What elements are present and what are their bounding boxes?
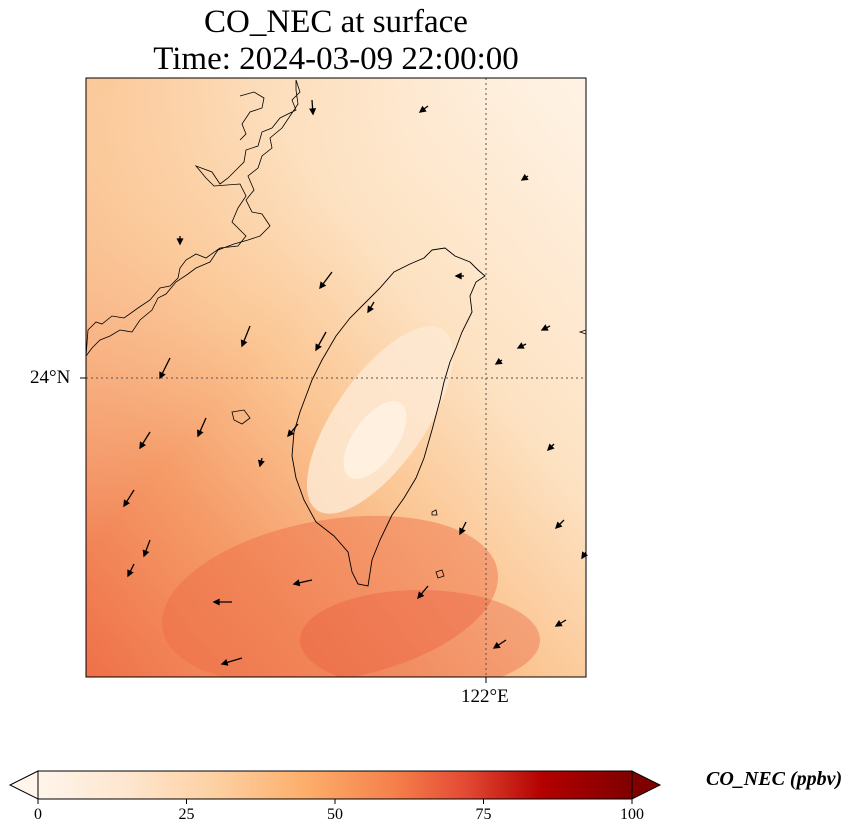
wind-arrow-head bbox=[417, 591, 425, 600]
colorbar-tick-label: 50 bbox=[327, 806, 343, 823]
colorbar-min-extend bbox=[8, 770, 39, 800]
colorbar-tick-label: 25 bbox=[178, 806, 195, 823]
wind-arrow-head bbox=[309, 108, 317, 116]
wind-arrow-head bbox=[319, 281, 327, 290]
wind-arrow-head bbox=[142, 549, 150, 558]
wind-arrow-head bbox=[459, 527, 466, 536]
wind-vectors bbox=[123, 99, 589, 666]
colorbar bbox=[8, 770, 662, 804]
wind-arrow-head bbox=[123, 499, 131, 508]
colorbar-tick-label: 75 bbox=[475, 806, 492, 823]
wind-arrow-head bbox=[367, 305, 374, 314]
wind-arrow-head bbox=[176, 238, 184, 246]
wind-arrow-head bbox=[554, 620, 563, 627]
wind-arrow-head bbox=[127, 569, 134, 578]
wind-arrow-head bbox=[516, 342, 525, 349]
mainland-coastline bbox=[85, 79, 301, 358]
colorbar-label: CO_NEC (ppbv) bbox=[706, 768, 843, 790]
wind-arrow-head bbox=[220, 658, 229, 666]
wind-arrow-head bbox=[554, 521, 563, 530]
wind-arrow-head bbox=[240, 339, 248, 348]
colorbar-tick-label: 0 bbox=[34, 806, 42, 823]
map-subtitle-time: Time: 2024-03-09 22:00:00 bbox=[153, 41, 519, 77]
wind-arrow-head bbox=[197, 429, 204, 438]
wind-arrow-head bbox=[581, 551, 589, 560]
concentration-field bbox=[86, 78, 586, 677]
wind-arrow-head bbox=[139, 441, 147, 450]
colorbar-tick-label: 100 bbox=[620, 806, 644, 823]
island-coastline bbox=[431, 509, 438, 516]
island-coastline bbox=[239, 91, 265, 141]
island-coastline bbox=[435, 569, 445, 579]
wind-arrow-head bbox=[546, 443, 555, 452]
longitude-label: 122°E bbox=[461, 686, 509, 707]
wind-arrow-head bbox=[540, 324, 549, 331]
wind-arrow-head bbox=[292, 579, 301, 587]
wind-arrow-head bbox=[418, 105, 427, 113]
map-title: CO_NEC at surface bbox=[204, 4, 468, 40]
colorbar-max-extend bbox=[631, 770, 662, 800]
wind-arrow-head bbox=[315, 343, 322, 352]
island-coastline bbox=[231, 409, 251, 425]
taiwan-coastline bbox=[291, 247, 486, 587]
wind-arrow-head bbox=[492, 641, 501, 649]
wind-arrow-head bbox=[212, 598, 220, 606]
latitude-label: 24°N bbox=[30, 367, 71, 388]
wind-arrow-head bbox=[159, 371, 166, 380]
wind-arrow-head bbox=[520, 173, 529, 181]
wind-arrow-head bbox=[494, 357, 503, 365]
wind-arrow-head bbox=[257, 459, 265, 468]
wind-arrow-head bbox=[454, 272, 462, 280]
wind-arrow-head bbox=[287, 429, 295, 438]
